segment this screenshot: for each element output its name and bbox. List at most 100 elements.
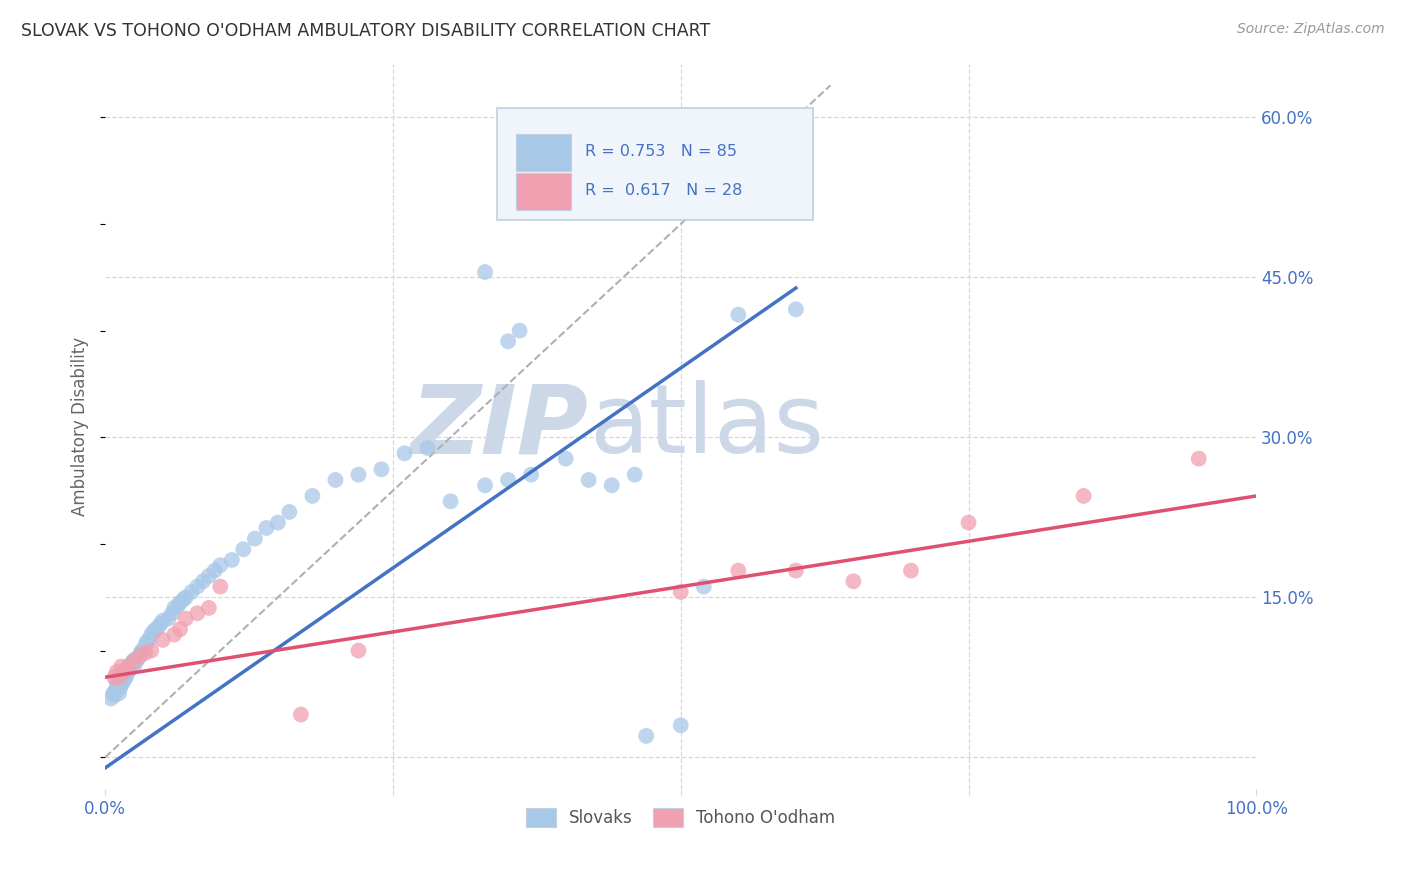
Point: [121, 654, 143, 668]
Point: [105, 675, 128, 690]
Point: [166, 599, 188, 613]
Point: [496, 334, 519, 349]
Point: [474, 265, 496, 279]
Point: [145, 622, 167, 636]
Point: [785, 302, 807, 317]
Point: [138, 632, 160, 647]
Point: [1188, 451, 1211, 466]
Text: atlas: atlas: [589, 380, 824, 473]
Point: [198, 569, 221, 583]
Point: [152, 632, 174, 647]
Point: [416, 441, 439, 455]
Point: [115, 663, 138, 677]
FancyBboxPatch shape: [516, 134, 571, 171]
Point: [110, 678, 132, 692]
Point: [370, 462, 392, 476]
Point: [221, 553, 243, 567]
Point: [209, 580, 232, 594]
Point: [142, 624, 165, 639]
Point: [128, 648, 150, 663]
Point: [131, 643, 153, 657]
Point: [623, 467, 645, 482]
Point: [128, 648, 150, 663]
Point: [186, 580, 208, 594]
Point: [110, 670, 132, 684]
Point: [114, 670, 136, 684]
Point: [120, 659, 142, 673]
Legend: Slovaks, Tohono O'odham: Slovaks, Tohono O'odham: [517, 799, 844, 835]
Point: [124, 652, 146, 666]
Point: [554, 451, 576, 466]
Point: [191, 574, 214, 589]
Point: [107, 678, 129, 692]
Point: [117, 659, 139, 673]
Point: [254, 521, 277, 535]
Point: [108, 681, 131, 695]
Text: ZIP: ZIP: [411, 380, 589, 473]
Point: [474, 478, 496, 492]
Point: [127, 652, 149, 666]
Point: [135, 635, 157, 649]
Point: [169, 596, 191, 610]
Point: [100, 691, 122, 706]
Point: [578, 473, 600, 487]
Point: [693, 580, 716, 594]
Point: [108, 670, 131, 684]
Point: [152, 614, 174, 628]
Point: [186, 607, 208, 621]
FancyBboxPatch shape: [516, 173, 571, 211]
Point: [112, 673, 135, 688]
Point: [209, 558, 232, 573]
Text: R =  0.617   N = 28: R = 0.617 N = 28: [585, 183, 742, 197]
Point: [278, 505, 301, 519]
Point: [149, 616, 172, 631]
Point: [132, 643, 155, 657]
Point: [134, 638, 156, 652]
Point: [204, 564, 226, 578]
Point: [118, 663, 141, 677]
Point: [301, 489, 323, 503]
Point: [115, 665, 138, 679]
Point: [174, 591, 197, 605]
Point: [163, 627, 186, 641]
Point: [173, 592, 195, 607]
Text: Source: ZipAtlas.com: Source: ZipAtlas.com: [1237, 22, 1385, 37]
Point: [347, 467, 370, 482]
Point: [243, 532, 266, 546]
Point: [325, 473, 347, 487]
Point: [111, 670, 134, 684]
Point: [104, 684, 127, 698]
Point: [600, 478, 623, 492]
Point: [115, 663, 138, 677]
Point: [785, 564, 807, 578]
Point: [957, 516, 980, 530]
Point: [141, 643, 163, 657]
Point: [122, 654, 145, 668]
Point: [727, 564, 749, 578]
Point: [439, 494, 461, 508]
Point: [134, 646, 156, 660]
Point: [520, 467, 543, 482]
Point: [117, 659, 139, 673]
Text: SLOVAK VS TOHONO O'ODHAM AMBULATORY DISABILITY CORRELATION CHART: SLOVAK VS TOHONO O'ODHAM AMBULATORY DISA…: [21, 22, 710, 40]
Point: [669, 718, 692, 732]
Point: [125, 654, 148, 668]
Point: [160, 607, 183, 621]
Point: [108, 673, 131, 688]
Point: [105, 665, 128, 679]
Point: [669, 585, 692, 599]
Point: [900, 564, 922, 578]
Point: [157, 611, 180, 625]
Point: [180, 585, 202, 599]
Point: [121, 657, 143, 671]
Point: [267, 516, 290, 530]
Y-axis label: Ambulatory Disability: Ambulatory Disability: [72, 337, 89, 516]
Point: [174, 611, 197, 625]
Point: [103, 686, 125, 700]
Point: [112, 665, 135, 679]
Point: [115, 670, 138, 684]
Point: [122, 659, 145, 673]
Point: [111, 675, 134, 690]
Point: [198, 601, 221, 615]
Point: [636, 729, 658, 743]
